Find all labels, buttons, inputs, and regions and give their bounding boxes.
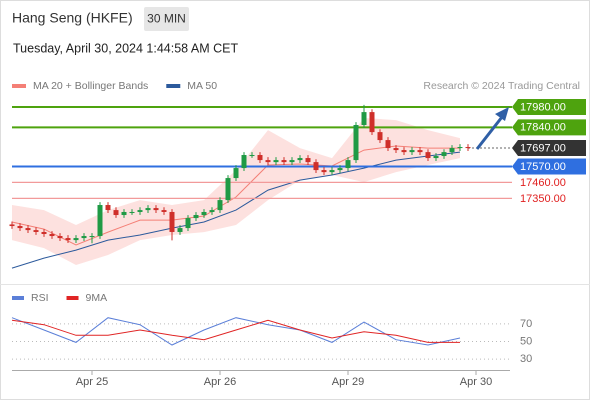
candle-body — [241, 155, 247, 169]
candle-body — [401, 150, 407, 153]
candle-body — [369, 112, 375, 133]
rsi-line — [11, 319, 460, 343]
candle-body — [113, 210, 119, 216]
candle-body — [209, 210, 215, 212]
candle-body — [457, 147, 463, 149]
x-tick-label: Apr 30 — [460, 376, 492, 388]
candle-body — [57, 236, 63, 239]
candle-body — [161, 210, 167, 212]
target-arrow — [475, 107, 509, 150]
candle-body — [345, 160, 351, 169]
candle-body — [169, 211, 175, 232]
candle-body — [153, 208, 159, 211]
candle-body — [233, 168, 239, 179]
candle-body — [145, 208, 151, 211]
candle-body — [41, 231, 47, 235]
candle-body — [329, 170, 335, 173]
candle-body — [65, 238, 71, 241]
legend-label: MA 50 — [187, 80, 217, 92]
candle-body — [337, 168, 343, 171]
candle-body — [177, 228, 183, 232]
candle-body — [17, 226, 23, 229]
legend-label: 9MA — [86, 292, 108, 304]
candle-body — [321, 170, 327, 173]
legend-label: MA 20 + Bollinger Bands — [33, 80, 148, 92]
candle-body — [273, 160, 279, 163]
candle-body — [449, 148, 455, 153]
candle-body — [105, 205, 111, 211]
y-tick-label: 70 — [520, 318, 532, 330]
candle-body — [289, 160, 295, 163]
timeframe-box — [144, 7, 189, 31]
candle-body — [121, 211, 127, 216]
candle-body — [9, 224, 15, 227]
candle-body — [441, 152, 447, 157]
candle-body — [193, 215, 199, 219]
ma-line — [11, 151, 461, 269]
candle-body — [313, 162, 319, 171]
candle-body — [89, 236, 95, 238]
legend-swatch — [12, 296, 24, 300]
candle-body — [465, 147, 471, 149]
candle-body — [393, 148, 399, 151]
candle-body — [81, 236, 87, 239]
legend-swatch — [66, 296, 79, 300]
level-label: 17980.00 — [520, 101, 566, 113]
x-tick-label: Apr 26 — [204, 376, 236, 388]
level-label: 17460.00 — [520, 177, 566, 189]
level-tag — [512, 99, 586, 116]
bollinger-band — [12, 118, 460, 265]
candle-body — [265, 160, 271, 163]
candle-body — [25, 228, 31, 231]
level-label: 17570.00 — [520, 161, 566, 173]
legend-swatch — [166, 84, 181, 88]
level-label: 17840.00 — [520, 122, 566, 134]
x-tick-label: Apr 29 — [332, 376, 364, 388]
source: Research © 2024 Trading Central — [423, 80, 580, 92]
candle-body — [49, 234, 55, 237]
candle-body — [425, 152, 431, 159]
candle-body — [353, 125, 359, 161]
candle-body — [417, 150, 423, 153]
candle-body — [201, 211, 207, 216]
candle-body — [225, 178, 231, 201]
level-tag — [512, 158, 586, 175]
candle-body — [217, 200, 223, 211]
candle-body — [185, 218, 191, 229]
candle-body — [257, 155, 263, 161]
candle-body — [73, 238, 79, 241]
candle-body — [297, 158, 303, 161]
level-label: 17350.00 — [520, 193, 566, 205]
candle-body — [249, 155, 255, 157]
candle-body — [129, 211, 135, 213]
candle-body — [97, 205, 103, 237]
candle-body — [361, 112, 367, 126]
y-tick-label: 50 — [520, 335, 532, 347]
level-tag — [512, 119, 586, 136]
level-tag — [512, 140, 586, 157]
candle-body — [433, 156, 439, 159]
chart-title: Hang Seng (HKFE) — [12, 10, 133, 26]
y-tick-label: 30 — [520, 353, 532, 365]
arrow-shaft — [475, 116, 504, 150]
ma-line — [11, 145, 460, 246]
candle-body — [281, 160, 287, 163]
candle-body — [385, 140, 391, 149]
candle-body — [33, 230, 39, 232]
timeframe: 30 MIN — [147, 12, 186, 26]
arrow-head — [495, 107, 509, 121]
legend-swatch — [12, 84, 26, 88]
candle-body — [137, 210, 143, 212]
candle-body — [409, 150, 415, 153]
x-tick-label: Apr 25 — [76, 376, 108, 388]
subtitle: Tuesday, April 30, 2024 1:44:58 AM CET — [13, 41, 238, 55]
legend-label: RSI — [31, 292, 49, 304]
candle-body — [305, 158, 311, 163]
candle-body — [377, 132, 383, 141]
level-label: 17697.00 — [520, 142, 566, 154]
